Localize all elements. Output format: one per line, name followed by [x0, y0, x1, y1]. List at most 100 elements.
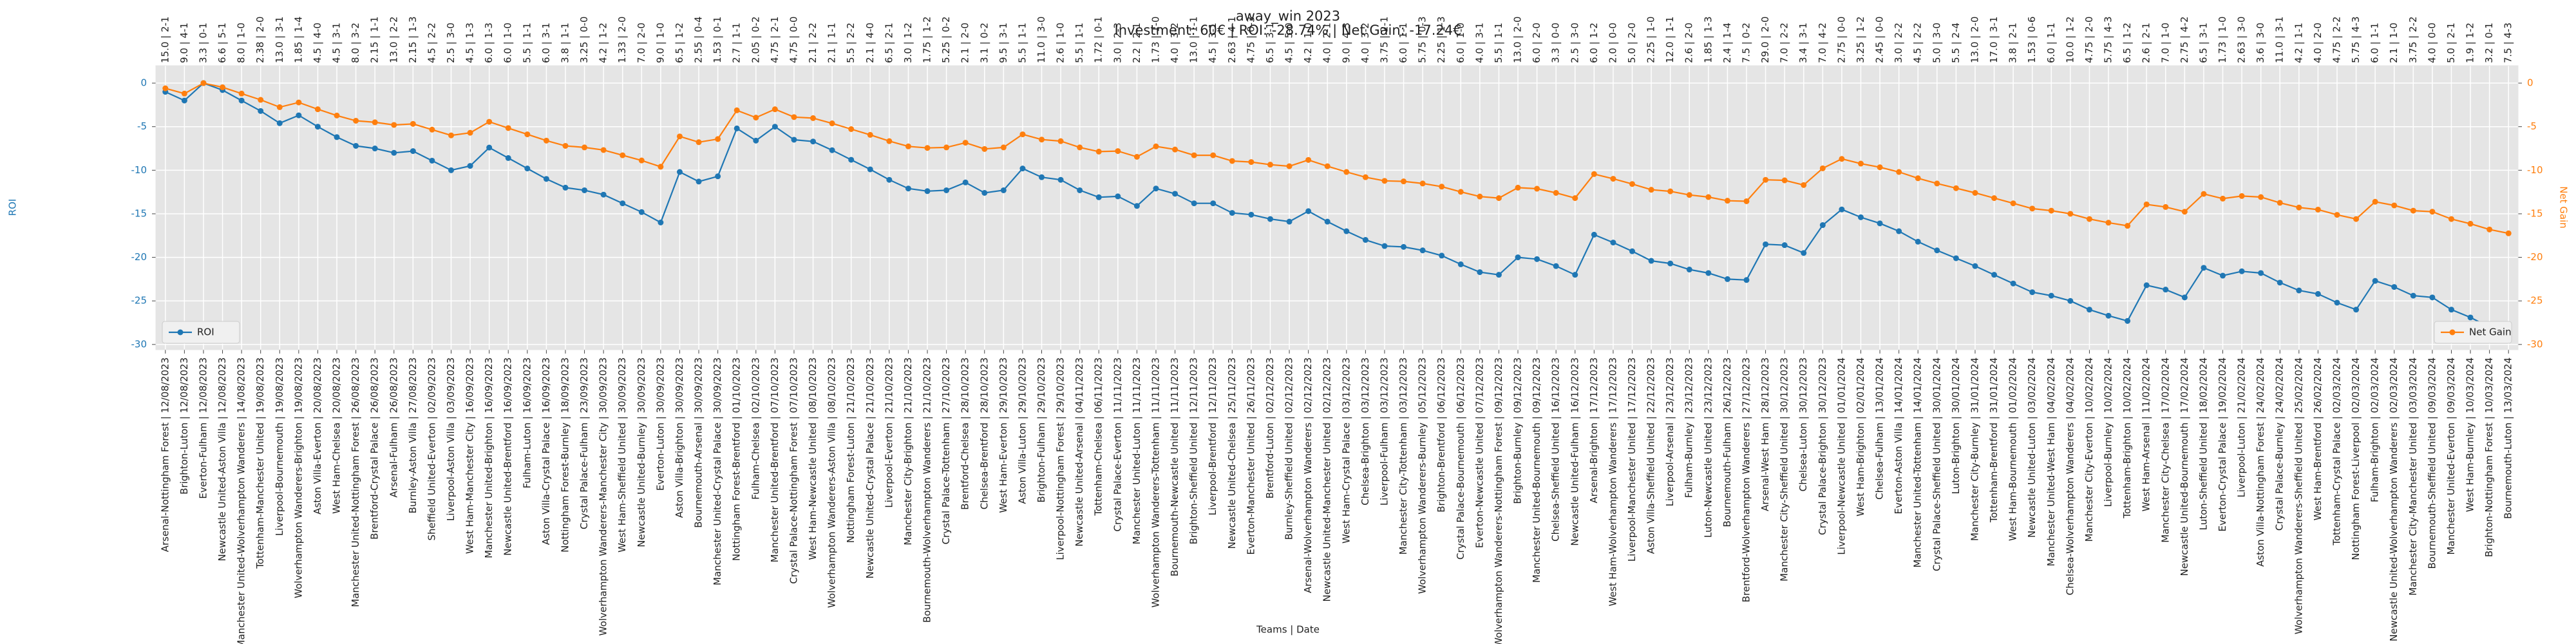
series-point	[1572, 195, 1578, 202]
x-tick-label: Tottenham-Chelsea | 06/11/2023	[1093, 357, 1104, 516]
series-point	[1115, 148, 1121, 155]
series-point	[696, 178, 702, 185]
series-point	[1115, 193, 1121, 200]
series-point	[658, 219, 664, 225]
series-point	[1667, 188, 1674, 194]
top-label: 3.3 | 0-0	[1550, 23, 1562, 63]
x-tick-label: Liverpool-Luton | 21/02/2024	[2236, 357, 2248, 497]
series-point	[1153, 185, 1159, 192]
x-tick-label: West Ham-Arsenal | 11/02/2024	[2141, 357, 2152, 511]
top-label: 5.75 | 4-3	[2350, 17, 2362, 64]
series-point	[2029, 205, 2036, 212]
top-label: 4.75 | 2-2	[2331, 17, 2342, 64]
x-tick-label: Wolverhampton Wanderers-Nottingham Fores…	[1493, 357, 1504, 644]
top-label: 2.7 | 1-1	[731, 23, 743, 63]
x-tick-label: Chelsea-Sheffield United | 16/12/2023	[1550, 357, 1562, 542]
top-label: 6.5 | 1-2	[674, 23, 685, 63]
series-point	[2105, 312, 2112, 319]
series-point	[1343, 228, 1350, 234]
top-label: 5.5 | 1-1	[1493, 23, 1504, 63]
top-label: 4.5 | 2-2	[426, 23, 437, 63]
x-tick-label: Chelsea-Brighton | 03/12/2023	[1359, 357, 1371, 506]
x-tick-label: Nottingham Forest-Brentford | 01/10/2023	[731, 357, 743, 561]
x-tick-label: Liverpool-Bournemouth | 19/08/2023	[274, 357, 285, 536]
top-label: 1.9 | 1-2	[2465, 23, 2476, 63]
series-point	[696, 139, 702, 146]
series-point	[1324, 163, 1331, 169]
x-tick-label: Brighton-Luton | 12/08/2023	[178, 357, 190, 495]
x-tick-label: Manchester United-Luton | 11/11/2023	[1131, 357, 1142, 544]
series-point	[1401, 243, 1407, 250]
top-label: 3.25 | 1-2	[1855, 17, 1866, 64]
x-tick-label: West Ham-Chelsea | 20/08/2023	[331, 357, 343, 514]
top-label: 2.25 | 1-0	[1645, 17, 1657, 64]
x-tick-label: Brentford-Crystal Palace | 26/08/2023	[369, 357, 381, 540]
series-point	[1000, 187, 1007, 193]
series-point	[1801, 250, 1807, 256]
top-label: 2.15 | 1-3	[407, 17, 419, 64]
series-point	[1439, 184, 1445, 190]
x-tick-label: Arsenal-Fulham | 26/08/2023	[388, 357, 399, 498]
x-tick-label: Brentford-Chelsea | 28/10/2023	[960, 357, 971, 510]
x-tick-label: West Ham-Everton | 29/10/2023	[998, 357, 1009, 513]
series-point	[676, 133, 683, 140]
series-point	[1534, 185, 1540, 192]
series-point	[2467, 314, 2474, 321]
series-point	[1705, 270, 1712, 276]
x-tick-label: Luton-Newcastle United | 23/12/2023	[1702, 357, 1714, 538]
top-label: 1.85 | 1-3	[1702, 17, 1714, 64]
series-line	[165, 82, 2509, 234]
x-tick-label: Nottingham Forest-Burnley | 18/09/2023	[559, 357, 571, 553]
top-label: 2.2 | 2-1	[1131, 23, 1142, 63]
series-point	[1915, 175, 1921, 182]
y2-tick-label: -10	[2527, 164, 2543, 176]
x-tick-label: Wolverhampton Wanderers-Burnley | 05/12/…	[1417, 357, 1428, 594]
top-label: 1.53 | 0-6	[2026, 17, 2038, 64]
series-point	[734, 107, 740, 113]
top-label: 6.0 | 1-0	[1455, 23, 1466, 63]
series-point	[467, 163, 473, 169]
top-label: 29.0 | 2-0	[1759, 17, 1771, 64]
top-label: 3.6 | 3-0	[2255, 23, 2266, 63]
series-point	[372, 119, 378, 126]
series-point	[1267, 162, 1273, 168]
series-point	[334, 134, 340, 140]
x-tick-label: Manchester City-Brighton | 21/10/2023	[902, 357, 914, 545]
top-label: 3.0 | 2-3	[1112, 23, 1123, 63]
series-point	[1153, 143, 1159, 149]
series-point	[1495, 195, 1502, 202]
x-tick-label: Bournemouth-Wolverhampton Wanderers | 21…	[922, 357, 933, 623]
x-tick-label: Manchester United-Wolverhampton Wanderer…	[236, 357, 247, 644]
series-point	[2296, 287, 2302, 294]
series-point	[1724, 198, 1730, 204]
series-point	[2486, 226, 2493, 232]
plot-area	[156, 66, 2518, 350]
top-label: 1.53 | 0-1	[712, 17, 723, 64]
series-point	[296, 99, 302, 106]
series-point	[1095, 148, 1102, 155]
series-point	[1629, 181, 1635, 187]
top-label: 5.75 | 4-3	[2103, 17, 2114, 64]
y-tick-label: -20	[131, 251, 147, 263]
x-tick-label: Sheffield United-Everton | 02/09/2023	[426, 357, 437, 541]
y-tick-label: -25	[131, 295, 147, 307]
series-point	[486, 144, 493, 151]
series-point	[2010, 200, 2016, 207]
y2-tick-label: -15	[2527, 207, 2543, 219]
series-point	[1477, 193, 1483, 200]
series-point	[1324, 218, 1331, 225]
x-tick-label: Everton-Aston Villa | 14/01/2024	[1893, 357, 1904, 514]
top-label: 4.5 | 1-3	[464, 23, 476, 63]
series-point	[1343, 169, 1350, 175]
series-point	[810, 138, 817, 145]
top-label: 2.25 | 1-3	[1435, 17, 1447, 64]
series-point	[1629, 248, 1635, 254]
series-point	[505, 155, 511, 161]
series-point	[943, 144, 950, 151]
series-point	[1648, 258, 1654, 264]
x-tick-label: Manchester City-Chelsea | 17/02/2024	[2159, 357, 2171, 543]
x-tick-label: Brighton-Sheffield United | 12/11/2023	[1188, 357, 1200, 544]
top-label: 6.0 | 3-1	[540, 23, 552, 63]
series-point	[1934, 180, 1940, 187]
x-tick-label: Newcastle United-Burnley | 30/09/2023	[636, 357, 647, 547]
